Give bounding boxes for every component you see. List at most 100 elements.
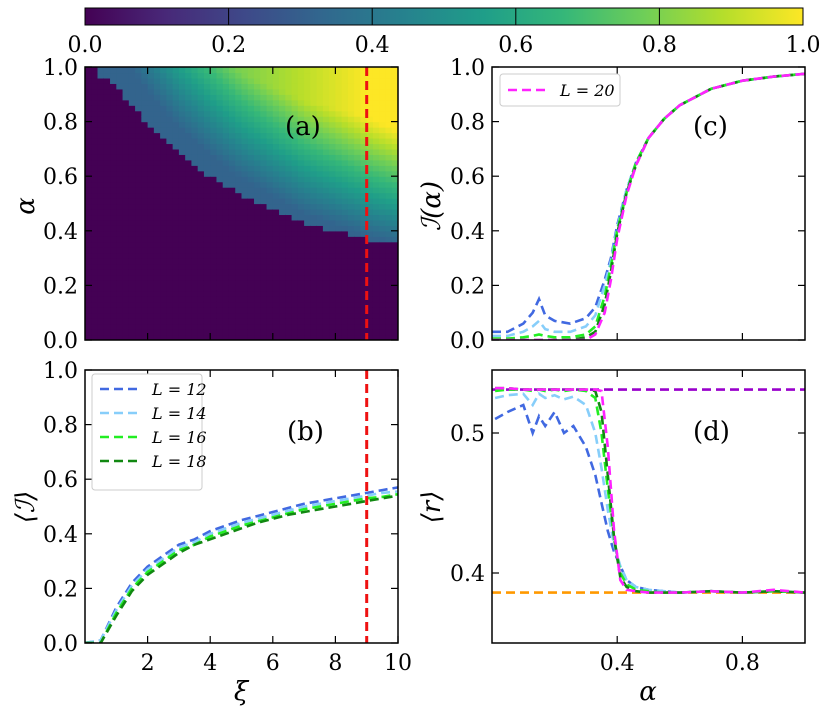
heatmap-cell xyxy=(203,203,211,210)
heatmap-cell xyxy=(178,132,186,139)
heatmap-cell xyxy=(304,77,311,84)
heatmap-cell xyxy=(272,296,280,303)
heatmap-cell xyxy=(310,187,318,194)
heatmap-cell xyxy=(185,263,193,270)
heatmap-cell xyxy=(153,334,161,340)
heatmap-cell xyxy=(391,219,398,226)
heatmap-cell xyxy=(291,110,299,117)
heatmap-cell xyxy=(210,208,218,216)
heatmap-cell xyxy=(391,247,398,254)
heatmap-cell xyxy=(335,290,343,297)
heatmap-cell xyxy=(322,121,330,128)
heatmap-cell xyxy=(254,148,261,155)
heatmap-cell xyxy=(122,296,130,303)
heatmap-cell xyxy=(241,323,249,330)
heatmap-cell xyxy=(279,187,286,194)
heatmap-cell xyxy=(322,285,330,292)
heatmap-cell xyxy=(85,329,92,336)
heatmap-cell xyxy=(335,67,343,74)
heatmap-cell xyxy=(310,208,318,216)
heatmap-cell xyxy=(172,110,180,117)
heatmap-cell xyxy=(153,143,161,150)
heatmap-cell xyxy=(122,219,130,226)
heatmap-cell xyxy=(266,159,274,166)
heatmap-cell xyxy=(210,170,218,177)
heatmap-cell xyxy=(103,203,111,210)
heatmap-cell xyxy=(385,329,393,336)
heatmap-cell xyxy=(366,121,374,128)
heatmap-cell xyxy=(178,258,186,265)
heatmap-cell xyxy=(85,116,92,123)
heatmap-cell xyxy=(166,170,174,177)
heatmap-cell xyxy=(372,279,380,286)
heatmap-cell xyxy=(135,252,142,259)
heatmap-cell xyxy=(341,203,349,210)
heatmap-cell xyxy=(191,329,199,336)
heatmap-cell xyxy=(272,301,280,308)
heatmap-cell xyxy=(91,230,99,237)
heatmap-cell xyxy=(203,132,211,139)
heatmap-cell xyxy=(228,219,236,226)
panel-d-label: (d) xyxy=(693,417,730,447)
heatmap-cell xyxy=(203,290,211,297)
heatmap-cell xyxy=(85,247,92,254)
heatmap-cell xyxy=(235,165,243,172)
heatmap-cell xyxy=(216,252,224,259)
heatmap-cell xyxy=(329,247,336,254)
heatmap-cell xyxy=(228,301,236,308)
heatmap-cell xyxy=(372,301,380,308)
heatmap-cell xyxy=(191,99,199,106)
heatmap-cell xyxy=(360,110,368,117)
heatmap-cell xyxy=(191,198,199,205)
heatmap-cell xyxy=(103,116,111,123)
heatmap-cell xyxy=(360,230,368,237)
heatmap-cell xyxy=(172,219,180,226)
heatmap-cell xyxy=(85,208,92,216)
heatmap-cell xyxy=(329,279,336,286)
heatmap-cell xyxy=(316,110,324,117)
heatmap-cell xyxy=(322,258,330,265)
heatmap-cell xyxy=(147,192,155,199)
heatmap-cell xyxy=(160,83,167,90)
heatmap-cell xyxy=(391,208,398,216)
heatmap-cell xyxy=(222,225,230,232)
heatmap-cell xyxy=(178,296,186,303)
heatmap-cell xyxy=(203,165,211,172)
heatmap-cell xyxy=(172,159,180,166)
panel-d-series-line xyxy=(495,386,805,594)
panel-c-legend-box xyxy=(499,73,621,107)
heatmap-cell xyxy=(166,198,174,205)
heatmap-cell xyxy=(360,99,368,106)
heatmap-cell xyxy=(185,105,193,112)
panel-d-ylabel: ⟨r⟩ xyxy=(417,491,447,524)
heatmap-cell xyxy=(85,110,92,117)
heatmap-cell xyxy=(91,121,99,128)
heatmap-cell xyxy=(210,187,218,194)
heatmap-cell xyxy=(166,241,174,248)
heatmap-cell xyxy=(247,296,255,303)
heatmap-cell xyxy=(85,269,92,276)
heatmap-cell xyxy=(385,279,393,286)
heatmap-cell xyxy=(135,307,142,314)
heatmap-cell xyxy=(203,307,211,314)
heatmap-cell xyxy=(85,94,92,101)
heatmap-cell xyxy=(235,143,243,150)
heatmap-cell xyxy=(297,312,305,319)
heatmap-cell xyxy=(347,307,355,314)
heatmap-cell xyxy=(322,165,330,172)
heatmap-cell xyxy=(372,143,380,150)
heatmap-cell xyxy=(85,137,92,145)
heatmap-cell xyxy=(341,176,349,183)
heatmap-cell xyxy=(366,83,374,90)
heatmap-cell xyxy=(228,230,236,237)
heatmap-cell xyxy=(385,312,393,319)
heatmap-cell xyxy=(122,269,130,276)
heatmap-cell xyxy=(166,77,174,84)
heatmap-cell xyxy=(279,192,286,199)
heatmap-cell xyxy=(304,192,311,199)
heatmap-cell xyxy=(354,99,362,106)
heatmap-cell xyxy=(116,241,124,248)
heatmap-cell xyxy=(279,154,286,161)
heatmap-cell xyxy=(135,323,142,330)
heatmap-cell xyxy=(291,143,299,150)
